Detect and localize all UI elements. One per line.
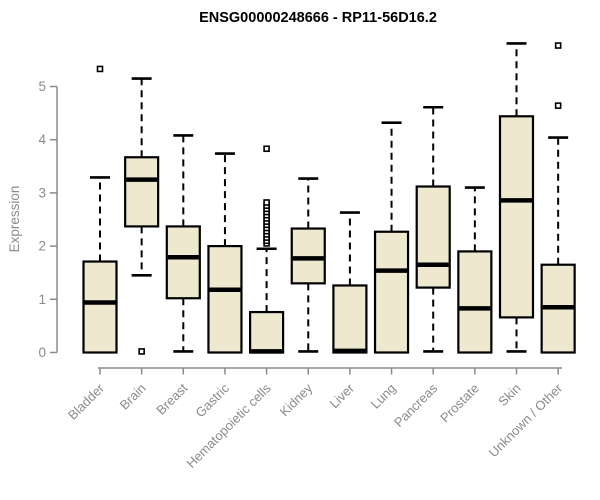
boxes	[82, 42, 576, 355]
box-rect	[249, 310, 285, 354]
x-category-label: Breast	[153, 380, 190, 417]
y-axis-label: Expression	[7, 186, 22, 253]
x-category-label: Pancreas	[391, 380, 441, 430]
y-tick-label: 1	[38, 292, 46, 307]
outlier-point	[554, 102, 562, 109]
box-rect	[207, 245, 243, 354]
x-category-label: Brain	[117, 381, 149, 413]
box-group-skin	[498, 42, 535, 353]
box-group-kidney	[290, 177, 326, 353]
x-category-label: Kidney	[277, 380, 316, 419]
y-tick-label: 2	[38, 239, 46, 254]
box-rect	[332, 284, 368, 354]
box-group-brain	[124, 77, 160, 355]
box-group-unknown-other	[540, 42, 576, 354]
box-rect	[165, 225, 201, 300]
box-group-pancreas	[415, 105, 451, 353]
box-group-gastric	[207, 152, 243, 354]
x-category-label: Liver	[326, 380, 357, 411]
box-group-breast	[165, 134, 201, 353]
y-tick-label: 4	[38, 132, 46, 147]
chart-title: ENSG00000248666 - RP11-56D16.2	[199, 10, 437, 26]
outlier-point	[138, 348, 145, 355]
outlier-point	[554, 42, 562, 49]
box-group-lung	[373, 121, 410, 354]
box-group-liver	[332, 211, 368, 354]
box-rect	[498, 115, 535, 319]
outlier-point	[263, 199, 270, 206]
box-rect	[373, 230, 410, 354]
x-category-label: Gastric	[192, 380, 232, 420]
box-rect	[124, 156, 160, 228]
box-group-prostate	[457, 186, 493, 354]
x-category-label: Lung	[368, 381, 399, 412]
box-rect	[82, 260, 118, 354]
box-group-hematopoietic-cells	[249, 145, 285, 354]
outlier-point	[263, 145, 270, 153]
x-category-label: Bladder	[65, 380, 108, 423]
box-rect	[457, 250, 493, 354]
box-group-bladder	[82, 65, 118, 354]
y-tick-label: 3	[38, 185, 46, 200]
y-tick-label: 5	[38, 79, 46, 94]
x-category-label: Unknown / Other	[486, 380, 566, 460]
outlier-point	[96, 65, 104, 73]
y-tick-label: 0	[38, 345, 46, 360]
x-category-label: Prostate	[437, 381, 482, 426]
x-category-label: Skin	[495, 381, 523, 409]
box-rect	[290, 227, 326, 285]
box-rect	[415, 185, 451, 289]
